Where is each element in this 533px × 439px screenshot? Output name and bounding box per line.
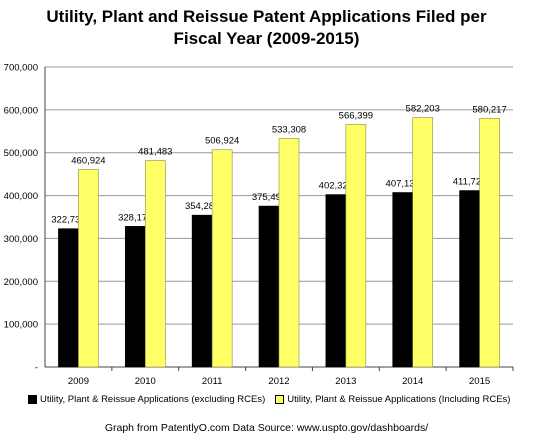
legend-swatch-yellow	[275, 395, 284, 404]
y-tick-label: 200,000	[4, 277, 38, 288]
legend-item-including-rces: Utility, Plant & Reissue Applications (I…	[275, 394, 510, 405]
bar	[212, 150, 232, 367]
bar	[259, 206, 279, 367]
x-tick-label: 2009	[68, 376, 89, 387]
bar	[58, 229, 78, 367]
x-tick-label: 2015	[469, 376, 490, 387]
y-tick-label: 400,000	[4, 191, 38, 202]
data-label: 582,203	[406, 103, 440, 114]
y-tick-label: 300,000	[4, 234, 38, 245]
y-tick-label: 500,000	[4, 148, 38, 159]
legend-label-excluding-rces: Utility, Plant & Reissue Applications (e…	[40, 394, 265, 405]
bar	[78, 169, 98, 367]
legend-swatch-black	[28, 395, 37, 404]
source-footer: Graph from PatentlyO.com Data Source: ww…	[0, 422, 533, 434]
x-tick-label: 2010	[135, 376, 156, 387]
data-label: 481,483	[138, 147, 172, 158]
bar	[279, 138, 299, 367]
data-label: 533,308	[272, 124, 306, 135]
data-label: 460,924	[71, 155, 105, 166]
x-tick-label: 2014	[402, 376, 423, 387]
bar	[192, 215, 212, 367]
x-tick-label: 2011	[202, 376, 222, 387]
bar	[145, 161, 165, 367]
y-tick-label: 700,000	[4, 63, 38, 74]
bar	[393, 193, 413, 367]
data-label: 580,217	[472, 104, 506, 115]
bar	[480, 118, 500, 367]
bar	[460, 191, 480, 367]
data-label: 566,399	[339, 110, 373, 121]
y-tick-label: 100,000	[4, 320, 38, 331]
legend-item-excluding-rces: Utility, Plant & Reissue Applications (e…	[28, 394, 265, 405]
y-tick-label: 600,000	[4, 105, 38, 116]
bar	[413, 117, 433, 367]
x-tick-label: 2013	[335, 376, 356, 387]
legend-label-including-rces: Utility, Plant & Reissue Applications (I…	[287, 394, 510, 405]
data-label: 506,924	[205, 136, 239, 147]
x-tick-label: 2012	[268, 376, 289, 387]
bar	[326, 195, 346, 367]
bar	[346, 124, 366, 367]
bar	[125, 226, 145, 367]
legend: Utility, Plant & Reissue Applications (e…	[28, 394, 533, 405]
bar-chart: - 100,000 200,000 300,000 400,000 500,000 600,…	[0, 0, 533, 392]
y-tick-label: -	[35, 363, 38, 374]
